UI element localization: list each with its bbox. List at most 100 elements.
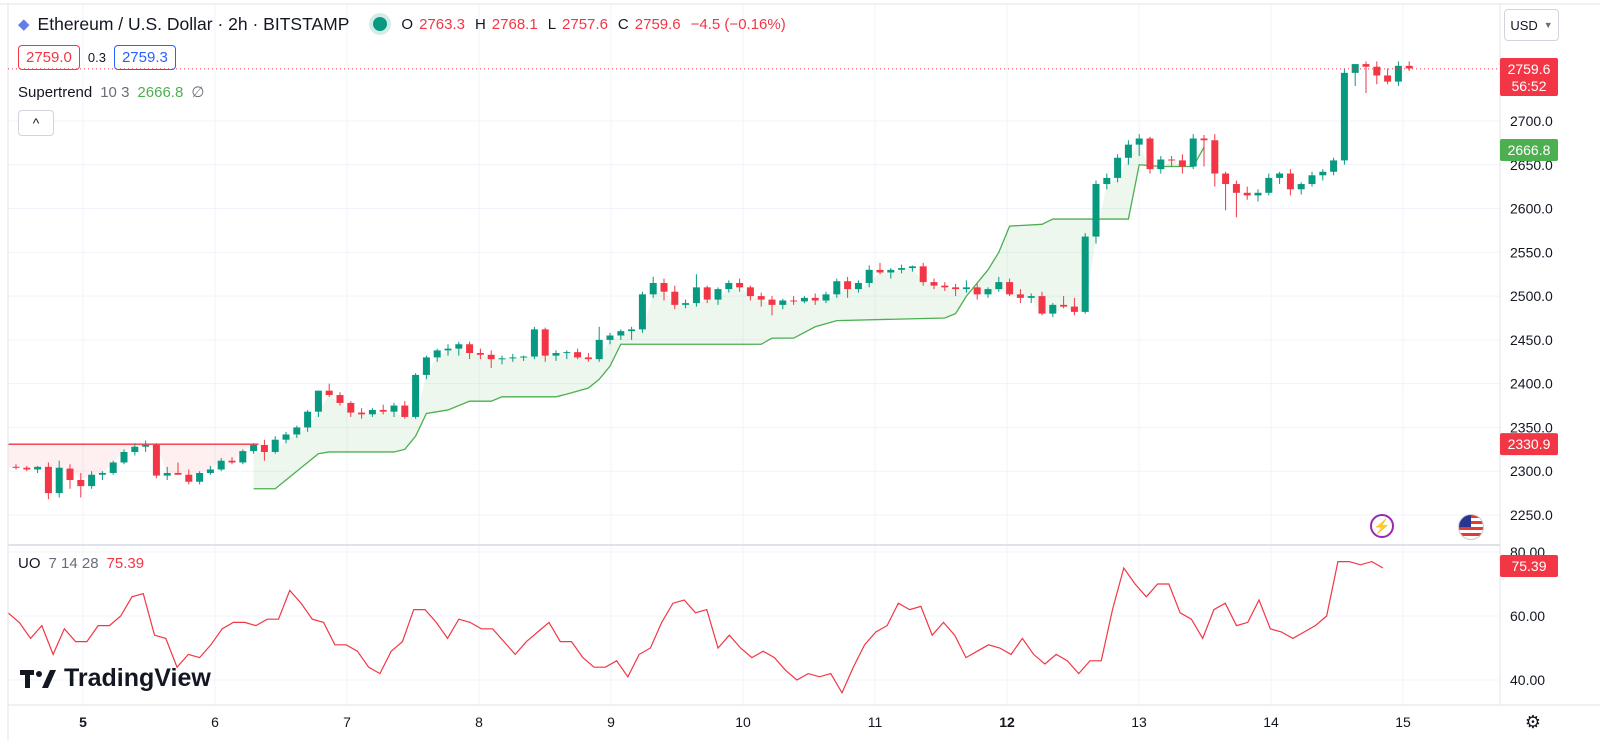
last-price-tag-bg [1500,58,1558,96]
candle-body [444,348,452,351]
candle-body [379,409,387,412]
price-tick-label: 2350.0 [1510,419,1553,435]
time-tick-label: 11 [868,714,883,730]
candle-body [347,402,355,413]
candle-body [1362,64,1370,67]
candle-body [509,357,517,359]
candle-body [800,297,808,302]
supertrend-params: 10 3 [100,83,130,101]
candle-body [520,356,528,358]
ohlc-open-key: O [401,15,414,33]
axis-labels: 2250.0 2300.0 2350.0 2400.0 2450.0 2500.0 2550… [79,58,1558,730]
spread-value: 0.3 [87,50,106,65]
market-status-icon [373,17,388,31]
uo-legend[interactable]: UO 7 14 28 75.39 [18,555,144,572]
candle-body [628,329,636,332]
candle-body [390,405,398,412]
candle-body [1070,306,1078,312]
candle-body [250,444,258,452]
time-tick-label: 15 [1395,714,1411,730]
time-tick-label: 5 [79,714,87,730]
candle-body [530,329,538,357]
candle-body [995,282,1003,290]
price-tick-label: 2450.0 [1510,332,1553,348]
candles [12,61,1413,500]
candle-body [1168,159,1176,161]
candle-body [541,329,549,356]
candle-body [1340,72,1348,161]
candle-body [239,451,247,463]
candle-body [790,300,798,302]
candle-body [282,434,290,440]
tradingview-logo-icon [20,669,56,688]
level-tag-text: 2330.9 [1508,436,1551,452]
supertrend-tag: 2666.8 [1500,139,1558,161]
lightning-icon[interactable]: ⚡ [1370,514,1394,538]
candle-body [163,472,171,476]
candle-body [595,339,603,360]
candle-body [1135,138,1143,145]
candle-body [1351,64,1359,73]
candle-body [77,479,85,487]
candle-body [66,468,74,480]
chart-header: ◆ Ethereum / U.S. Dollar · 2h · BITSTAMP… [18,12,790,36]
candle-body [34,466,42,470]
uo-polyline [7,560,1384,695]
candle-body [1200,138,1208,141]
candle-body [962,287,970,290]
candle-body [401,405,409,417]
candle-body [779,300,787,305]
supertrend-up-line [253,146,1205,490]
candle-body [98,472,106,475]
time-tick-label: 7 [343,714,351,730]
candle-body [1276,173,1284,178]
candle-body [1092,184,1100,237]
candle-body [1384,75,1392,82]
uo-tick-label: 60.00 [1510,608,1545,624]
candle-body [1297,184,1305,190]
candle-body [466,344,474,354]
candle-body [358,412,366,415]
settings-gear-icon[interactable]: ⚙ [1524,711,1542,732]
supertrend-fill [8,140,1205,489]
tradingview-logo: TradingView [20,664,211,693]
candle-body [736,282,744,288]
candle-body [563,352,571,354]
candle-body [606,335,614,340]
last-price-tag-countdown: 56:52 [1511,78,1546,94]
candle-body [433,350,441,358]
supertrend-legend[interactable]: Supertrend 10 3 2666.8 ∅ [18,83,204,102]
us-flag-icon[interactable] [1458,514,1484,540]
currency-select[interactable]: USD ▼ [1504,9,1559,41]
candle-body [293,427,301,435]
time-tick-label: 8 [475,714,483,730]
candle-body [984,289,992,295]
candle-body [638,294,646,330]
candle-body [109,462,117,473]
uo-params: 7 14 28 [48,555,99,572]
candle-body [692,287,700,304]
time-tick-label: 6 [211,714,219,730]
trade-price-boxes: 2759.0 0.3 2759.3 [18,45,176,70]
sell-price-button[interactable]: 2759.0 [18,45,80,70]
buy-price-button[interactable]: 2759.3 [113,45,176,70]
collapse-legend-button[interactable]: ^ [18,110,54,136]
candle-body [1060,304,1068,307]
candle-body [768,299,776,305]
candle-body [1394,65,1402,82]
candle-body [1103,177,1111,185]
supertrend-name: Supertrend [18,83,93,101]
symbol-title[interactable]: Ethereum / U.S. Dollar · 2h · BITSTAMP [37,13,350,34]
candle-body [1286,173,1294,190]
currency-label: USD [1510,17,1538,33]
candle-body [887,269,895,273]
candle-body [368,409,376,415]
candle-body [1232,184,1240,193]
candle-body [1308,175,1316,185]
candle-body [152,444,160,476]
candle-body [703,287,711,300]
ohlc-low-key: L [547,15,557,33]
uo-value: 75.39 [106,555,145,572]
